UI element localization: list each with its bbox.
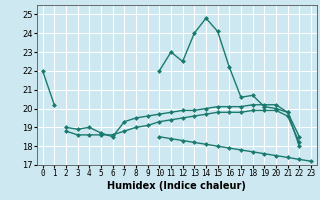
X-axis label: Humidex (Indice chaleur): Humidex (Indice chaleur) xyxy=(108,181,246,191)
